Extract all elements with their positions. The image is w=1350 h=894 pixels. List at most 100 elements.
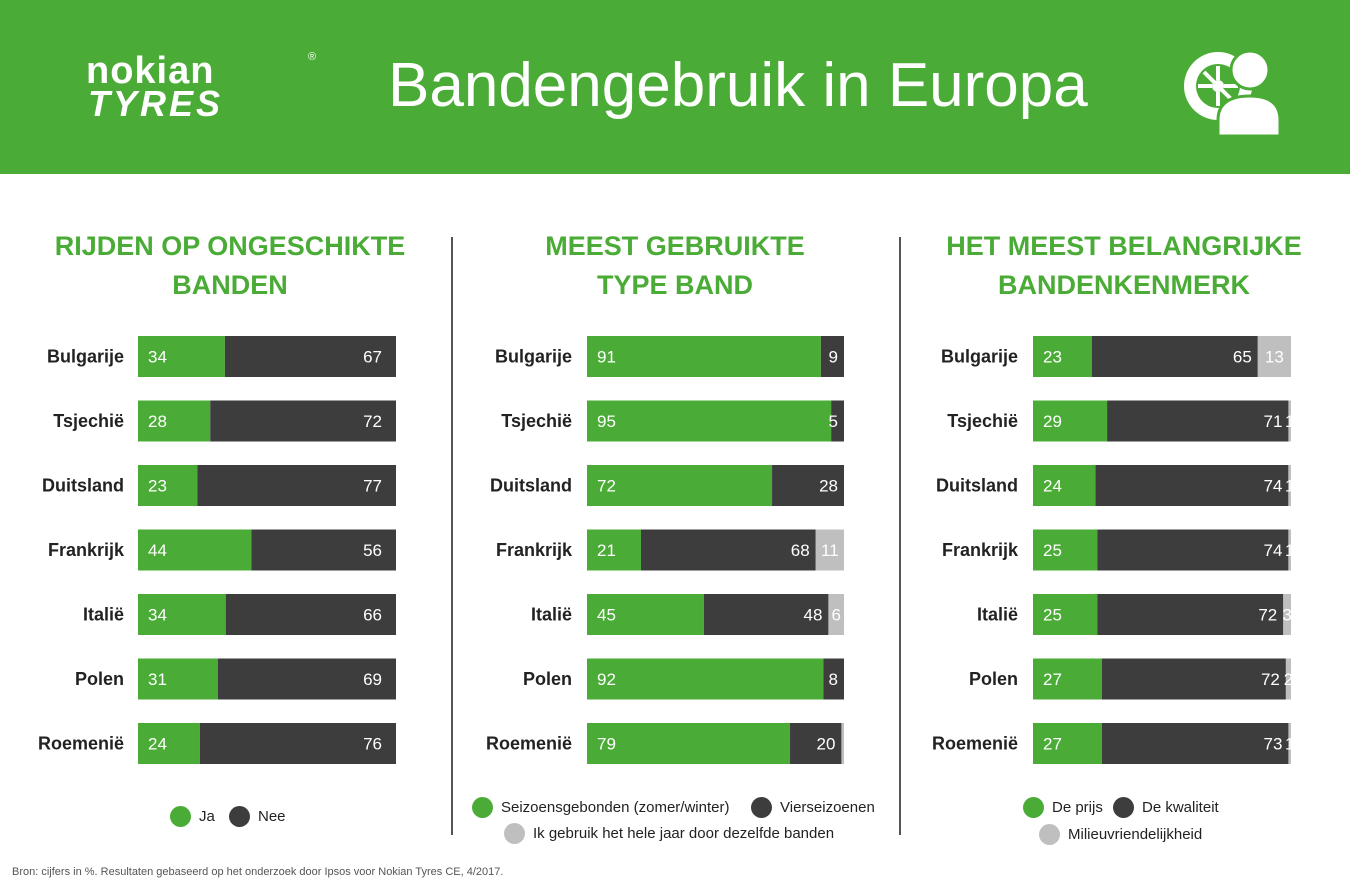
bar-segment: [138, 658, 218, 700]
panel-title-unsuitable-tyres: RIJDEN OP ONGESCHIKTE BANDEN: [20, 227, 440, 305]
value-label: 56: [363, 541, 382, 560]
value-label: 27: [1043, 670, 1062, 689]
category-label: Polen: [969, 669, 1018, 689]
category-label: Duitsland: [936, 476, 1018, 496]
value-label: 23: [1043, 348, 1062, 367]
category-label: Duitsland: [490, 476, 572, 496]
panel-divider: [899, 237, 901, 835]
bar-segment: [1285, 658, 1291, 700]
legend-item-ja: Ja: [170, 805, 215, 827]
legend-label: Ja: [199, 807, 215, 825]
logo-wordmark-tyres: TYRES: [88, 83, 224, 124]
category-label: Bulgarije: [47, 347, 124, 367]
header-banner: nokian TYRES ® Bandengebruik in Europa: [0, 0, 1350, 174]
bar-segment: [1288, 400, 1291, 442]
legend-label: De kwaliteit: [1142, 798, 1219, 816]
value-label: 73: [1264, 735, 1283, 754]
bar-segment: [772, 465, 844, 506]
value-label: 69: [363, 670, 382, 689]
panel-divider: [451, 237, 453, 835]
value-label: 24: [148, 735, 167, 754]
value-label: 34: [148, 606, 167, 625]
category-label: Polen: [75, 669, 124, 689]
value-label: 68: [791, 541, 810, 560]
bar-segment: [197, 465, 396, 506]
value-label: 8: [829, 670, 838, 689]
bar-segment: [1101, 723, 1289, 764]
value-label: 67: [363, 348, 382, 367]
legend-swatch-green: [472, 796, 493, 818]
bar-segment: [1257, 336, 1291, 377]
bar-segment: [1283, 594, 1291, 635]
bar-segment: [1033, 336, 1092, 377]
bar-segment: [225, 594, 396, 635]
bar-segment: [1288, 465, 1291, 506]
value-label: 3: [1282, 606, 1291, 625]
value-label: 25: [1043, 606, 1062, 625]
bar-segment: [1033, 658, 1102, 700]
registered-mark: ®: [308, 51, 317, 63]
category-label: Italië: [83, 605, 124, 625]
category-label: Duitsland: [42, 476, 124, 496]
category-label: Frankrijk: [942, 540, 1019, 560]
category-label: Italië: [977, 605, 1018, 625]
bar-segment: [587, 594, 704, 635]
legend-swatch-green: [1023, 796, 1044, 818]
bar-segment: [1097, 529, 1289, 571]
legend-item-de-prijs: De prijs: [1023, 796, 1103, 818]
bar-segment: [138, 723, 200, 764]
value-label: 25: [1043, 541, 1062, 560]
bar-segment: [587, 529, 641, 571]
value-label: 79: [597, 735, 616, 754]
value-label: 91: [597, 348, 616, 367]
panel-title-line2: BANDENKENMERK: [997, 270, 1250, 300]
bar-segment: [1097, 594, 1284, 635]
value-label: 2: [1284, 670, 1293, 689]
legend-label: Milieuvriendelijkheid: [1068, 825, 1203, 843]
legend-label: Seizoensgebonden (zomer/winter): [501, 798, 730, 816]
bar-segment: [138, 529, 252, 571]
legend-swatch-dark: [229, 805, 250, 827]
category-label: Tsjechië: [947, 411, 1018, 431]
bar-segment: [1288, 723, 1291, 764]
bar-segment: [1101, 658, 1286, 700]
legend-item-milieuvriendelijkheid: Milieuvriendelijkheid: [1039, 823, 1202, 845]
bar-segment: [828, 594, 844, 635]
value-label: 1: [1285, 541, 1294, 560]
category-label: Roemenië: [932, 734, 1018, 754]
value-label: 71: [1264, 412, 1283, 431]
bar-segment: [823, 658, 844, 700]
category-label: Polen: [523, 669, 572, 689]
bar-segment: [831, 400, 844, 442]
bar-segment: [138, 400, 211, 442]
panel-title-tyre-feature: HET MEEST BELANGRIJKE BANDENKENMERK: [914, 227, 1334, 305]
bar-segment: [199, 723, 396, 764]
value-label: 65: [1233, 348, 1252, 367]
bar-segment: [587, 723, 791, 764]
legend-item-de-kwaliteit: De kwaliteit: [1113, 796, 1219, 818]
bar-segment: [138, 594, 226, 635]
value-label: 74: [1263, 477, 1282, 496]
page-title: Bandengebruik in Europa: [388, 51, 1088, 120]
value-label: 23: [148, 477, 167, 496]
bar-segment: [1033, 723, 1102, 764]
category-label: Frankrijk: [496, 540, 573, 560]
value-label: 1: [1285, 412, 1294, 431]
bar-segment: [703, 594, 829, 635]
legend-swatch-light: [1039, 823, 1060, 845]
value-label: 92: [597, 670, 616, 689]
panel-title-line2: TYPE BAND: [596, 270, 753, 300]
value-label: 72: [1258, 606, 1277, 625]
legend-label: Vierseizoenen: [780, 798, 875, 816]
legend-item-vierseizoenen: Vierseizoenen: [751, 796, 875, 818]
value-label: 28: [819, 477, 838, 496]
category-label: Tsjechië: [53, 411, 124, 431]
panel-title-line1: MEEST GEBRUIKTE: [545, 231, 805, 261]
value-label: 1: [1285, 477, 1294, 496]
bar-segment: [210, 400, 396, 442]
value-label: 5: [829, 412, 838, 431]
legend-label: De prijs: [1052, 798, 1103, 816]
value-label: 95: [597, 412, 616, 431]
panel-title-line1: RIJDEN OP ONGESCHIKTE: [54, 231, 406, 261]
